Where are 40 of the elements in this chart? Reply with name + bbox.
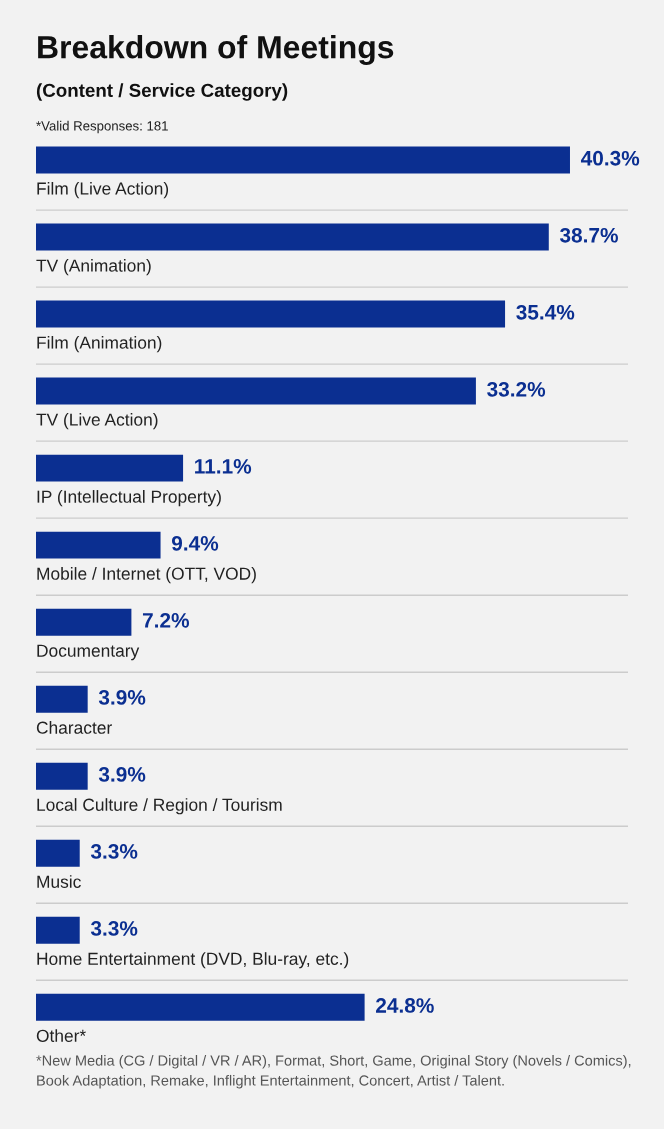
y-tick-label: Other* xyxy=(36,1029,86,1042)
y-tick-label: Film (Live Action) xyxy=(37,181,169,199)
bar xyxy=(36,223,549,251)
y-tick-label: Mobile / Internet (OTT, VOD) xyxy=(37,567,256,584)
bar xyxy=(36,531,161,559)
bar xyxy=(36,993,365,1021)
data-label: 9.4% xyxy=(171,535,219,551)
data-label: 33.2% xyxy=(487,381,546,397)
y-tick-label: Home Entertainment (DVD, Blu-ray, etc.) xyxy=(37,952,349,969)
data-label: 38.7% xyxy=(559,227,618,243)
data-label: 35.4% xyxy=(516,304,575,320)
y-tick-label: Local Culture / Region / Tourism xyxy=(37,798,282,815)
data-label: 11.1% xyxy=(195,459,252,474)
annotation: *New Media (CG / Digital / VR / AR), Format, Short, Game, Original Story (Novels / Comics), Book Adaptation, Remake, Inflight Entertainment, Concert, Artist / Talent. xyxy=(36,1055,631,1089)
y-tick-label: Documentary xyxy=(37,644,140,661)
bar xyxy=(36,608,132,636)
text: *Valid Responses: 181 xyxy=(36,120,168,134)
bar xyxy=(36,377,476,405)
data-label: 40.3% xyxy=(580,150,640,166)
data-label: 24.8% xyxy=(376,998,434,1013)
bar xyxy=(36,300,506,328)
bar xyxy=(36,916,80,944)
y-tick-label: TV (Live Action) xyxy=(36,413,158,430)
chart-title: Breakdown of Meetings xyxy=(38,35,394,65)
chart-subtitle: (Content / Service Category) xyxy=(36,83,288,101)
bar xyxy=(36,762,88,790)
bar xyxy=(36,146,570,174)
y-tick-label: IP (Intellectual Property) xyxy=(37,490,221,507)
y-tick-label: Film (Animation) xyxy=(37,336,162,353)
data-label: 7.2% xyxy=(142,612,190,628)
data-label: 3.3% xyxy=(90,921,138,936)
data-label: 3.3% xyxy=(90,844,138,859)
data-label: 3.9% xyxy=(98,690,146,705)
bar xyxy=(36,685,88,713)
y-tick-label: Character xyxy=(36,721,112,734)
y-tick-label: Music xyxy=(37,875,81,888)
bar xyxy=(36,839,80,867)
data-label: 3.9% xyxy=(98,767,146,782)
y-tick-label: TV (Animation) xyxy=(36,258,151,276)
bar xyxy=(36,454,184,482)
